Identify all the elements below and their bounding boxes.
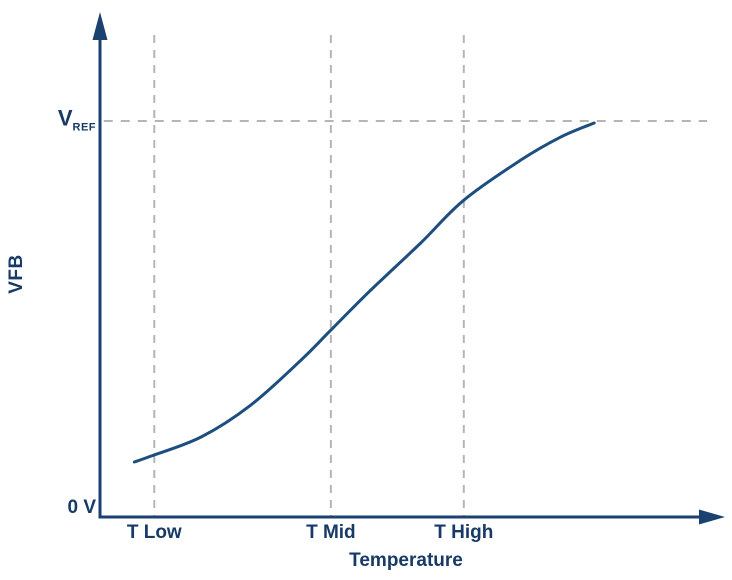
x-axis-label: Temperature <box>349 550 463 571</box>
vref-label: VREF <box>58 107 96 133</box>
y-axis-label: VFB <box>6 254 27 294</box>
vref-label-subscript: REF <box>72 121 96 134</box>
x-tick-t-mid: T Mid <box>306 522 356 543</box>
vref-label-main: V <box>57 105 73 131</box>
zero-volt-label: 0 V <box>67 497 96 518</box>
x-tick-t-high: T High <box>434 522 494 543</box>
x-tick-t-low: T Low <box>126 522 182 543</box>
